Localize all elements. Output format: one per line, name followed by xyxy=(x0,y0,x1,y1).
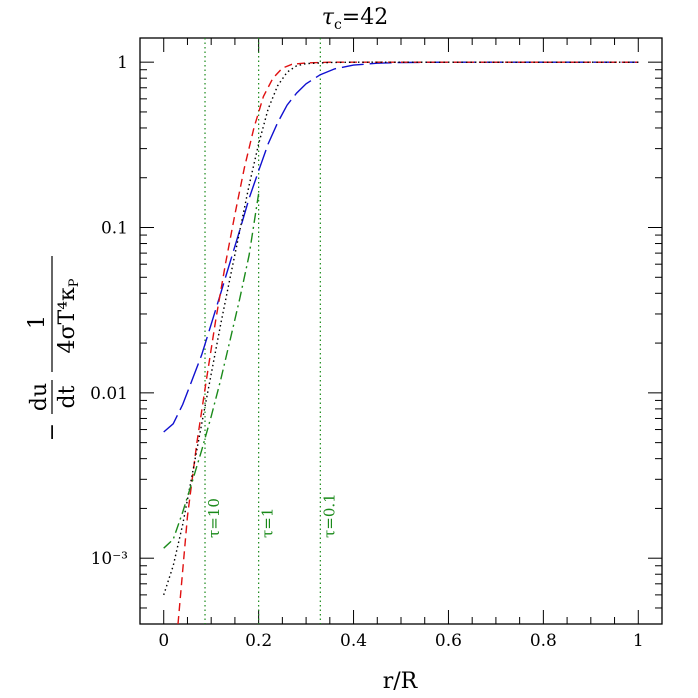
x-tick-label: 0.8 xyxy=(530,631,557,651)
y-tick-label: 0.1 xyxy=(101,219,128,239)
series-line-2 xyxy=(177,61,639,624)
x-tick-label: 0.2 xyxy=(245,631,272,651)
title-rest: =42 xyxy=(342,5,388,30)
x-tick-label: 0 xyxy=(158,631,169,651)
y-tick-label: 0.01 xyxy=(90,384,128,404)
y-title-dt: dt xyxy=(55,385,80,408)
title-subscript: c xyxy=(334,17,342,33)
x-axis-title: r/R xyxy=(383,669,419,694)
tau-marker-label: τ=0.1 xyxy=(320,493,338,538)
y-tick-label: 1 xyxy=(117,53,128,73)
y-title-minus: − xyxy=(40,423,65,441)
y-title-denominator: 4σT⁴κP xyxy=(55,278,82,353)
x-tick-label: 0.4 xyxy=(340,631,367,651)
series-line-3 xyxy=(163,61,639,596)
x-tick-label: 1 xyxy=(633,631,644,651)
y-tick-label: 10⁻³ xyxy=(91,549,128,569)
series-line-4 xyxy=(163,193,260,549)
title-symbol: τ xyxy=(322,5,335,30)
y-title-du: du xyxy=(27,383,52,411)
y-title-numerator: 1 xyxy=(25,315,50,329)
chart-title: τc=42 xyxy=(322,5,388,33)
plot-area: 0 0.2 0.4 0.6 0.8 1 10⁻³ 0.01 0.1 1 τ=10 τ=1 τ=0.1 xyxy=(90,37,663,651)
y-title-den-sub: P xyxy=(67,278,82,287)
y-title-den-main: 4σT⁴κ xyxy=(55,287,80,354)
tau-marker-label: τ=10 xyxy=(205,498,223,538)
series-line-1 xyxy=(163,61,639,433)
x-tick-label: 0.6 xyxy=(435,631,462,651)
y-axis-title: − du dt 1 4σT⁴κP xyxy=(25,256,82,441)
tau-marker-label: τ=1 xyxy=(259,508,277,538)
